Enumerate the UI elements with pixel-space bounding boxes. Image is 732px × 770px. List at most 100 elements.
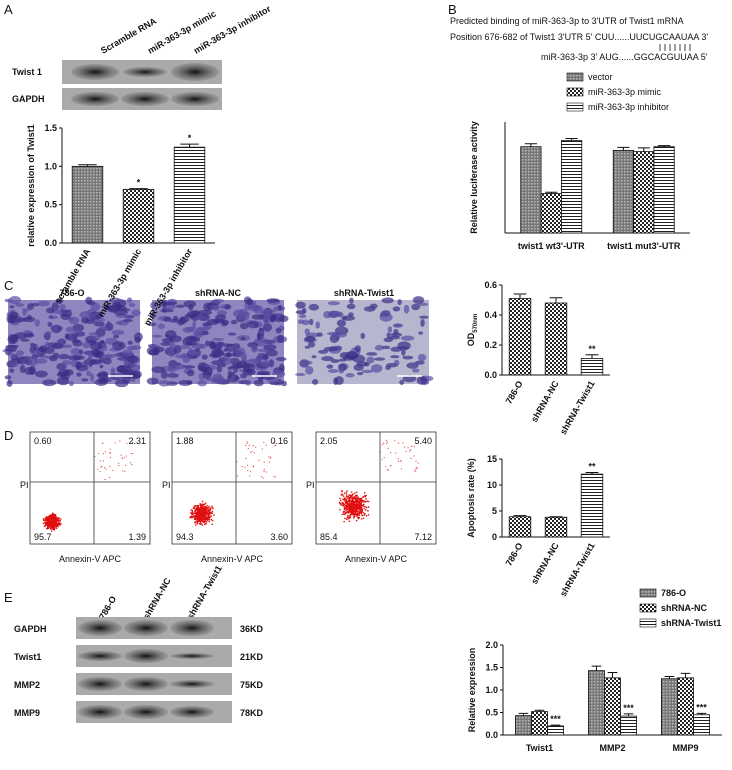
- band: [171, 63, 219, 81]
- event-dot: [124, 470, 126, 472]
- event-dot: [202, 504, 205, 506]
- event-dot: [206, 518, 209, 521]
- event-dot: [48, 522, 51, 525]
- event-dot: [274, 476, 277, 478]
- y-tick-label: 2.0: [485, 640, 498, 650]
- event-dot: [346, 500, 348, 503]
- error-bar: [637, 147, 650, 152]
- y-tick-label: 10: [487, 480, 497, 490]
- stain-blob: [57, 353, 70, 360]
- lane-label: miR-363-3p inhibitor: [192, 3, 273, 55]
- stain-blob: [81, 378, 89, 382]
- stain-blob: [201, 354, 208, 360]
- stain-blob: [160, 309, 174, 313]
- stain-blob: [179, 316, 190, 323]
- stain-blob: [204, 340, 211, 347]
- event-dot: [339, 508, 341, 511]
- event-dot: [114, 442, 116, 444]
- event-dot: [358, 514, 361, 516]
- event-dot: [355, 508, 357, 511]
- stain-blob: [122, 318, 133, 323]
- event-dot: [246, 464, 249, 466]
- stain-blob: [269, 381, 280, 386]
- error-bar: [680, 672, 691, 678]
- event-dot: [50, 518, 53, 521]
- lane-label: shRNA-NC: [141, 576, 173, 621]
- band: [121, 92, 169, 106]
- event-dot: [104, 478, 106, 481]
- row-label: GAPDH: [12, 94, 45, 104]
- event-dot: [352, 497, 355, 500]
- event-dot: [339, 497, 341, 500]
- stain-blob: [9, 305, 15, 309]
- event-dot: [208, 505, 210, 508]
- event-dot: [349, 495, 352, 497]
- event-dot: [213, 514, 215, 517]
- stain-blob: [230, 319, 238, 325]
- stain-blob: [126, 345, 137, 351]
- event-dot: [57, 525, 59, 528]
- event-dot: [121, 457, 123, 460]
- event-dot: [201, 516, 203, 518]
- stain-blob: [196, 326, 211, 331]
- event-dot: [211, 510, 214, 513]
- stain-blob: [34, 358, 48, 364]
- stain-blob: [29, 342, 35, 347]
- stain-blob: [309, 318, 314, 326]
- x-tick-label: Twist1: [526, 743, 553, 753]
- event-dot: [343, 507, 346, 510]
- stain-blob: [295, 301, 306, 309]
- event-dot: [57, 517, 60, 519]
- stain-blob: [224, 303, 231, 310]
- event-dot: [193, 506, 195, 509]
- row-label: MMP2: [14, 680, 40, 690]
- event-dot: [343, 497, 346, 500]
- event-dot: [339, 502, 341, 505]
- event-dot: [386, 469, 388, 471]
- stain-blob: [240, 336, 246, 341]
- stain-blob: [381, 297, 394, 304]
- event-dot: [52, 525, 55, 528]
- bar: [561, 140, 583, 234]
- event-dot: [200, 522, 202, 525]
- event-dot: [356, 510, 359, 513]
- event-dot: [355, 513, 358, 515]
- band: [124, 677, 168, 691]
- event-dot: [402, 442, 404, 444]
- event-dot: [194, 505, 197, 507]
- stain-blob: [251, 314, 265, 320]
- event-dot: [343, 520, 345, 523]
- event-dot: [353, 514, 355, 517]
- event-dot: [196, 517, 199, 520]
- stain-blob: [8, 296, 22, 305]
- stain-blob: [178, 345, 190, 350]
- error-bar: [549, 516, 563, 518]
- event-dot: [397, 458, 399, 460]
- event-dot: [102, 453, 104, 455]
- binding-line: miR-363-3p 3' AUG......GGCACGUUAA 5': [541, 52, 708, 62]
- stain-blob: [402, 355, 414, 360]
- event-dot: [361, 514, 363, 516]
- stain-blob: [168, 350, 175, 358]
- event-dot: [118, 464, 120, 467]
- significance: *: [188, 133, 192, 143]
- event-dot: [415, 468, 417, 470]
- stain-blob: [81, 316, 89, 324]
- event-dot: [395, 452, 397, 454]
- event-dot: [359, 504, 362, 507]
- stain-blob: [150, 301, 159, 309]
- event-dot: [353, 501, 355, 503]
- stain-blob: [130, 378, 136, 382]
- event-dot: [201, 507, 203, 509]
- event-dot: [189, 512, 192, 514]
- event-dot: [247, 469, 249, 472]
- row-label: Twist1: [14, 652, 41, 662]
- stain-blob: [345, 373, 355, 378]
- stain-blob: [212, 298, 225, 303]
- event-dot: [342, 495, 345, 497]
- event-dot: [208, 520, 210, 523]
- event-dot: [341, 493, 343, 496]
- panel-label: C: [4, 278, 13, 293]
- y-axis-label: relative expression of Twist1: [26, 124, 36, 246]
- stain-blob: [75, 331, 86, 337]
